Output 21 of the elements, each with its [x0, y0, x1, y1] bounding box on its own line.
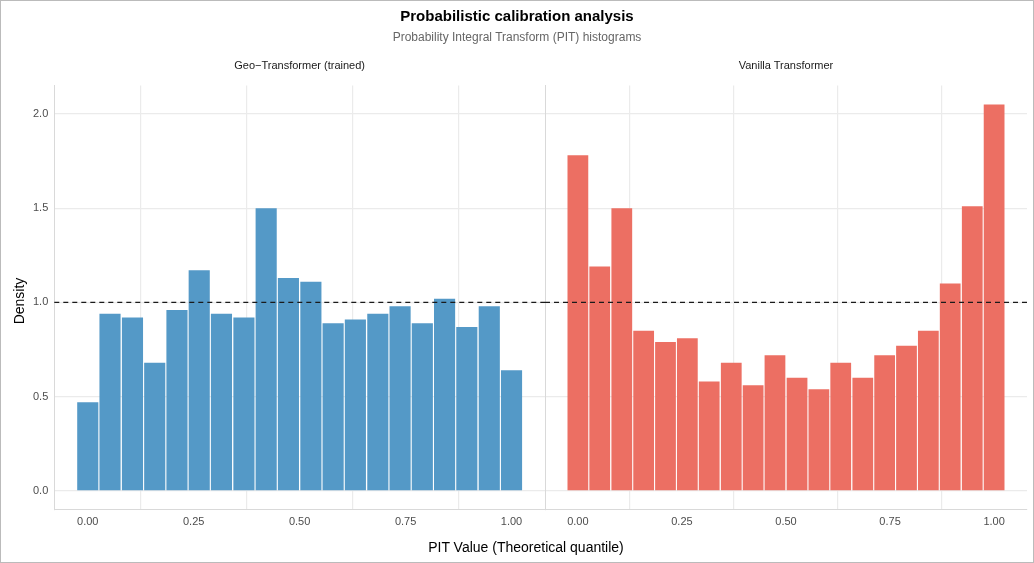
- y-tick-label: 1.0: [32, 295, 49, 308]
- chart-title: Probabilistic calibration analysis: [399, 7, 635, 24]
- text: Vanilla Transformer: [737, 59, 835, 71]
- x-tick-label: 0.00: [567, 515, 589, 528]
- x-tick-label: 1.00: [500, 515, 523, 528]
- text: Geo−Transformer (trained): [233, 59, 366, 71]
- y-tick-label: 0.5: [32, 389, 49, 402]
- y-tick-label: 0.0: [32, 483, 49, 496]
- x-tick-label: 0.50: [288, 515, 311, 528]
- x-tick-label: 1.00: [983, 515, 1005, 528]
- x-axis-title: PIT Value (Theoretical quantile): [427, 539, 625, 555]
- x-tick-label: 0.25: [671, 515, 693, 528]
- y-tick-label: 2.0: [32, 106, 49, 119]
- y-tick-label: 1.5: [32, 201, 49, 214]
- x-tick-label: 0.25: [183, 515, 205, 528]
- x-tick-label: 0.75: [394, 515, 417, 528]
- x-tick-label: 0.50: [775, 515, 797, 528]
- chart-subtitle: Probability Integral Transform (PIT) histograms: [391, 30, 643, 44]
- y-axis-title: Density: [11, 277, 27, 325]
- x-tick-label: 0.00: [77, 515, 99, 528]
- x-tick-label: 0.75: [879, 515, 901, 528]
